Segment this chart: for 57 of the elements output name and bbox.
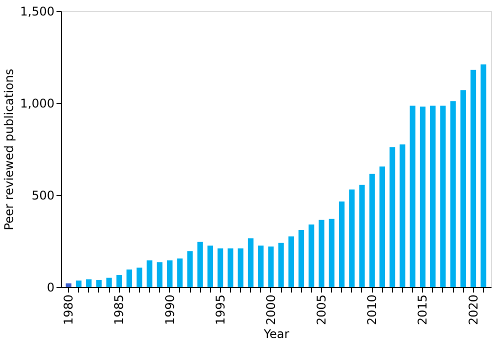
x-tick-label: 2015 (416, 294, 430, 326)
x-tick-label: 2020 (466, 294, 480, 326)
bar (187, 251, 193, 287)
bar (318, 220, 324, 287)
bar (66, 283, 72, 287)
bar (379, 166, 386, 287)
bar (126, 270, 132, 287)
bar (96, 280, 102, 287)
bar (480, 64, 486, 287)
bar (268, 246, 274, 287)
bar (338, 201, 345, 287)
bar (430, 106, 436, 287)
y-axis-title: Peer reviewed publications (2, 68, 16, 230)
bar (470, 70, 476, 287)
bar (400, 144, 406, 287)
x-tick-label: 2010 (365, 294, 380, 326)
y-tick-label: 500 (32, 188, 54, 202)
bar (197, 242, 203, 287)
x-tick-label: 2000 (264, 294, 278, 326)
bar (278, 242, 284, 287)
x-tick-label: 1990 (162, 294, 177, 326)
x-tick-label: 1995 (213, 294, 228, 326)
bar (166, 260, 173, 287)
bar (450, 101, 456, 287)
bar (86, 279, 92, 287)
x-axis-title: Year (262, 327, 290, 342)
bar (440, 106, 446, 287)
x-tick-label: 2005 (314, 294, 329, 326)
bar (228, 248, 234, 287)
bar (258, 246, 264, 287)
bar (177, 258, 183, 287)
bar (207, 246, 214, 287)
bar (390, 147, 396, 287)
bar (218, 248, 224, 287)
bar (136, 268, 142, 287)
bar (359, 184, 365, 287)
bar (308, 224, 314, 287)
y-tick-label: 1,500 (20, 4, 54, 18)
x-tick-label: 1980 (62, 294, 76, 326)
bar (298, 230, 304, 287)
bar (76, 280, 82, 287)
y-tick-label: 0 (46, 280, 54, 294)
bar (146, 260, 152, 287)
bar (156, 262, 162, 287)
bar (288, 236, 294, 287)
bar (369, 174, 375, 287)
bar (460, 90, 466, 287)
x-tick-label: 1985 (112, 294, 126, 326)
bar (410, 106, 416, 287)
bar (238, 248, 244, 287)
bar (106, 278, 112, 287)
bar (328, 218, 334, 287)
bar (248, 238, 254, 287)
bar (420, 106, 426, 287)
y-tick-label: 1,000 (20, 96, 54, 110)
bar (349, 189, 355, 287)
bar (116, 275, 122, 287)
